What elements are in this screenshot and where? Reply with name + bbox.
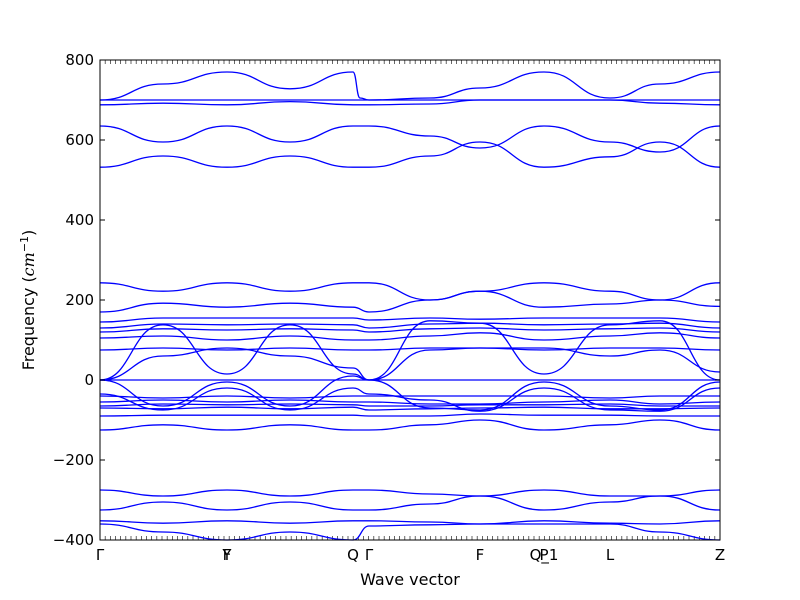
band-line bbox=[99, 406, 721, 411]
band-line bbox=[99, 413, 720, 417]
band-line bbox=[99, 290, 721, 313]
y-axis-label: Frequency (cm−1) bbox=[18, 230, 38, 371]
x-tick-label: Γ bbox=[96, 546, 105, 564]
y-axis-label-close: ) bbox=[19, 230, 38, 236]
band-line bbox=[99, 282, 721, 301]
x-tick-label: P bbox=[539, 546, 548, 564]
band-line bbox=[99, 403, 720, 407]
band-line bbox=[99, 395, 720, 399]
y-axis-label-text: Frequency ( bbox=[19, 276, 38, 370]
x-tick-label: Γ bbox=[365, 546, 374, 564]
band-line bbox=[99, 347, 721, 381]
y-tick-label: 0 bbox=[84, 371, 94, 389]
band-line bbox=[99, 99, 721, 106]
band-line bbox=[99, 71, 721, 101]
band-lines bbox=[99, 71, 721, 541]
y-tick-label: 200 bbox=[65, 291, 94, 309]
plot-frame bbox=[99, 59, 721, 541]
band-line bbox=[99, 125, 721, 153]
high-symmetry-dense-ticks bbox=[99, 60, 721, 540]
y-tick-label: 600 bbox=[65, 131, 94, 149]
x-axis-label: Wave vector bbox=[360, 570, 460, 589]
x-tick-label: Q bbox=[347, 546, 359, 564]
band-line bbox=[99, 523, 721, 541]
y-tick-label: 800 bbox=[65, 51, 94, 69]
band-line bbox=[99, 520, 721, 525]
band-line bbox=[99, 347, 721, 351]
band-line bbox=[99, 317, 721, 323]
band-line bbox=[99, 327, 721, 333]
band-line bbox=[99, 375, 721, 411]
x-tick-label: Z bbox=[715, 546, 725, 564]
band-line bbox=[99, 419, 721, 431]
band-line bbox=[99, 320, 721, 381]
band-line bbox=[99, 141, 721, 168]
x-tick-label: F bbox=[223, 546, 232, 564]
y-tick-label: 400 bbox=[65, 211, 94, 229]
band-line bbox=[99, 489, 721, 497]
x-tick-label: Y bbox=[221, 546, 232, 564]
x-tick-label: L bbox=[606, 546, 615, 564]
x-tick-label: F bbox=[476, 546, 485, 564]
band-line bbox=[99, 332, 721, 341]
y-tick-label: −400 bbox=[53, 531, 94, 549]
x-axis-ticks: Γ YF Q Γ F PQ_1 L Z bbox=[96, 546, 725, 565]
band-line bbox=[99, 322, 721, 329]
y-tick-label: −200 bbox=[53, 451, 94, 469]
band-line bbox=[99, 399, 721, 405]
y-axis-label-exponent: −1 bbox=[18, 236, 31, 252]
y-axis-ticks: −400 −200 0 200 400 600 800 bbox=[53, 51, 720, 549]
x-tick-label: Q_1 bbox=[530, 546, 559, 565]
y-axis-label-unit: cm bbox=[19, 252, 38, 276]
band-line bbox=[99, 495, 721, 511]
